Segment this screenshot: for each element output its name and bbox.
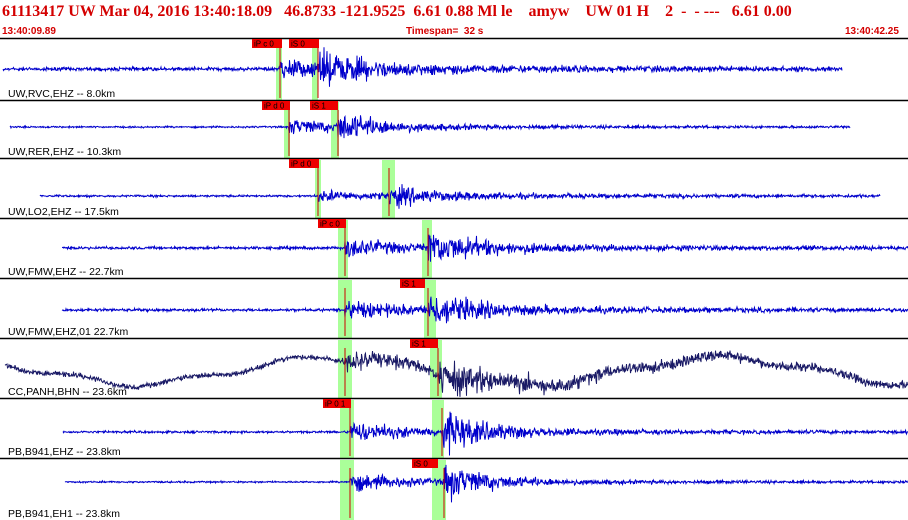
channel-label-4: UW,FMW,EHZ -- 22.7km <box>8 266 124 278</box>
waveform-trace-2 <box>9 114 851 139</box>
pick-label: iP d 0 <box>291 160 312 169</box>
pick-box <box>310 101 338 110</box>
pick-label: iS 0 <box>291 40 305 49</box>
pick-box <box>323 399 351 408</box>
phase-window-2-1 <box>284 102 290 158</box>
timespan-label: Timespan= 32 s <box>406 26 484 37</box>
waveform-trace-5 <box>61 296 908 324</box>
channel-label-5: UW,FMW,EHZ,01 22.7km <box>8 326 128 338</box>
pick-label: iP d 0 <box>264 102 285 111</box>
phase-pick-4-1[interactable]: iP c 0 <box>318 219 346 229</box>
waveform-trace-3 <box>39 184 881 209</box>
phase-pick-5-1[interactable]: iS 1 <box>400 279 425 289</box>
phase-window-7-2 <box>432 400 444 458</box>
pick-box <box>289 39 319 48</box>
pick-label: iS 1 <box>402 280 416 289</box>
pick-label: iS 1 <box>412 340 426 349</box>
channel-label-2: UW,RER,EHZ -- 10.3km <box>8 146 121 158</box>
channel-label-3: UW,LO2,EHZ -- 17.5km <box>8 206 119 218</box>
waveform-trace-4 <box>62 234 908 262</box>
pick-box <box>410 339 438 348</box>
channel-label-6: CC,PANH,BHN -- 23.6km <box>8 386 127 398</box>
pick-box <box>412 459 438 468</box>
pick-label: iP c 0 <box>320 220 340 229</box>
channel-label-1: UW,RVC,EHZ -- 8.0km <box>8 88 115 100</box>
phase-pick-2-1[interactable]: iP d 0 <box>262 101 290 111</box>
phase-pick-1-1[interactable]: iP c 0 <box>252 39 282 49</box>
phase-pick-3-1[interactable]: iP d 0 <box>289 159 319 169</box>
phase-pick-2-2[interactable]: iS 1 <box>310 101 338 111</box>
waveform-trace-8 <box>64 464 908 503</box>
phase-window-8-1 <box>340 460 354 520</box>
waveform-trace-7 <box>62 411 908 456</box>
pick-box <box>289 159 319 168</box>
channel-label-8: PB,B941,EH1 -- 23.8km <box>8 508 120 520</box>
pick-label: iP 0 1 <box>325 400 346 409</box>
pick-box <box>400 279 425 288</box>
event-summary-title: 61113417 UW Mar 04, 2016 13:40:18.09 46.… <box>2 3 792 20</box>
phase-window-4-2 <box>422 220 432 278</box>
pick-box <box>262 101 290 110</box>
event-header: 61113417 UW Mar 04, 2016 13:40:18.09 46.… <box>0 0 908 38</box>
phase-pick-8-1[interactable]: iS 0 <box>412 459 438 469</box>
channel-label-7: PB,B941,EHZ -- 23.8km <box>8 446 121 458</box>
phase-pick-1-2[interactable]: iS 0 <box>289 39 319 49</box>
phase-window-1-1 <box>276 40 282 100</box>
pick-box <box>252 39 282 48</box>
pick-label: iS 0 <box>414 460 428 469</box>
phase-pick-7-1[interactable]: iP 0 1 <box>323 399 351 409</box>
waveform-trace-1 <box>2 47 843 87</box>
pick-box <box>318 219 346 228</box>
end-time-label: 13:40:42.25 <box>845 26 899 37</box>
phase-window-8-2 <box>432 460 446 520</box>
phase-window-2-2 <box>331 102 339 158</box>
phase-window-7-1 <box>340 400 354 458</box>
start-time-label: 13:40:09.89 <box>2 26 56 37</box>
pick-label: iP c 0 <box>254 40 274 49</box>
phase-pick-6-1[interactable]: iS 1 <box>410 339 438 349</box>
waveform-trace-6 <box>4 350 908 397</box>
pick-label: iS 1 <box>312 102 326 111</box>
